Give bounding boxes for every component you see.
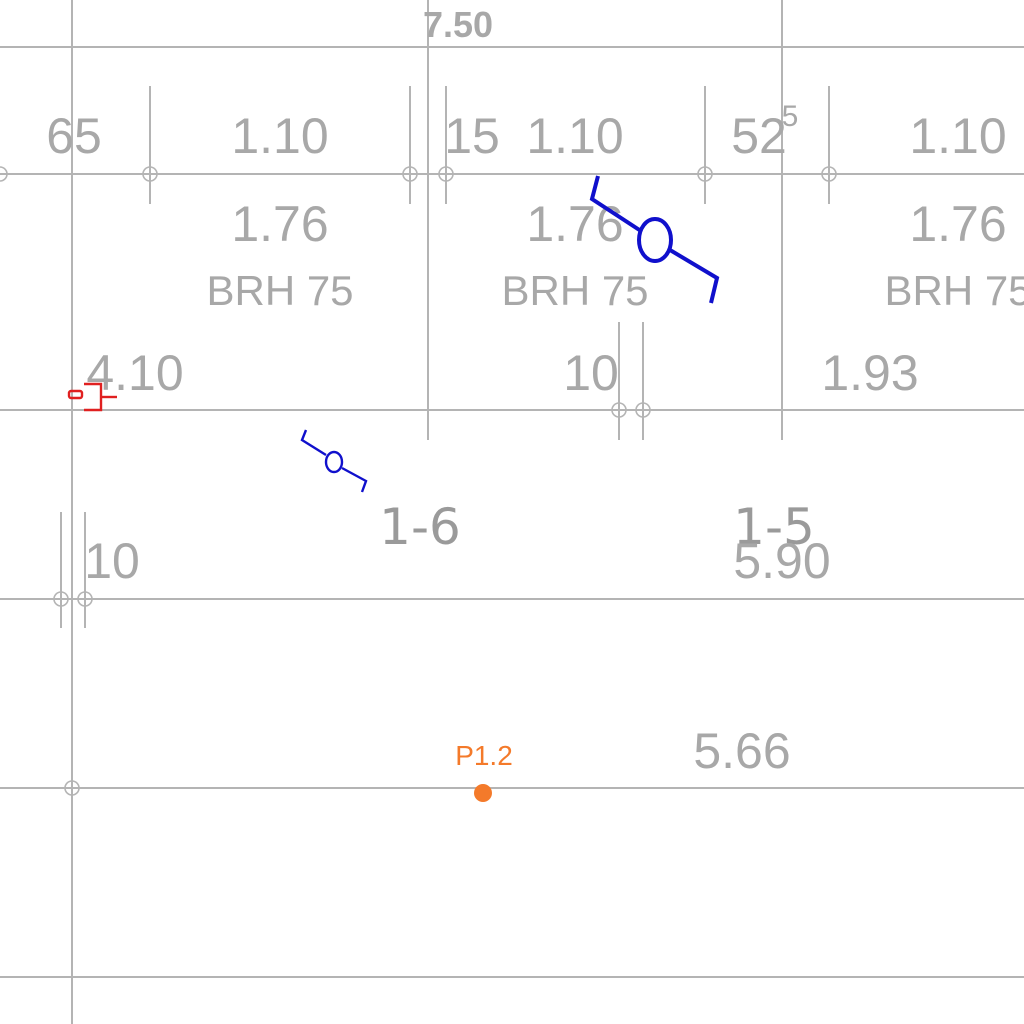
- tick-circle-icon: [53, 591, 69, 607]
- tick-circle-icon: [611, 402, 627, 418]
- tick-circle-icon: [77, 591, 93, 607]
- tick-circle-icon: [142, 166, 158, 182]
- tick-circle-icon: [402, 166, 418, 182]
- opening-height-label: 1.76: [909, 196, 1006, 252]
- dimension-markers: [0, 166, 837, 796]
- opening-type-label: BRH 75: [206, 267, 353, 314]
- door-swing-icon: [300, 429, 368, 493]
- width-label: 1.10: [526, 108, 623, 164]
- room-label: 1-5: [733, 498, 815, 556]
- width-label: 1.10: [909, 108, 1006, 164]
- socket-fixture-icon: [67, 382, 117, 412]
- tick-circle-icon: [64, 780, 80, 796]
- length-label: 10: [84, 533, 140, 589]
- width-label: 15: [444, 108, 500, 164]
- area-label: 5.66: [693, 723, 790, 779]
- tick-circle-icon: [635, 402, 651, 418]
- tick-circle-icon: [438, 166, 454, 182]
- area-label: 5.90: [733, 533, 830, 589]
- point-label: P1.2: [455, 740, 513, 771]
- width-label: 65: [46, 108, 102, 164]
- width-label: 52: [731, 108, 787, 164]
- tick-circle-icon: [0, 166, 8, 182]
- opening-type-label: BRH 75: [501, 267, 648, 314]
- door-swing-icon: [589, 175, 720, 304]
- opening-height-label: 1.76: [231, 196, 328, 252]
- room-label: 1-6: [379, 498, 461, 556]
- opening-type-label: BRH 75: [884, 267, 1024, 314]
- tick-circle-icon: [697, 166, 713, 182]
- width-label-superscript: 5: [782, 100, 799, 133]
- opening-height-label: 1.76: [526, 196, 623, 252]
- length-label: 1.93: [821, 345, 918, 401]
- overall-width-label: 7.50: [423, 4, 493, 45]
- length-label: 4.10: [86, 345, 183, 401]
- width-label: 1.10: [231, 108, 328, 164]
- length-label: 10: [563, 345, 619, 401]
- circle-point-icon[interactable]: [474, 784, 492, 802]
- tick-circle-icon: [821, 166, 837, 182]
